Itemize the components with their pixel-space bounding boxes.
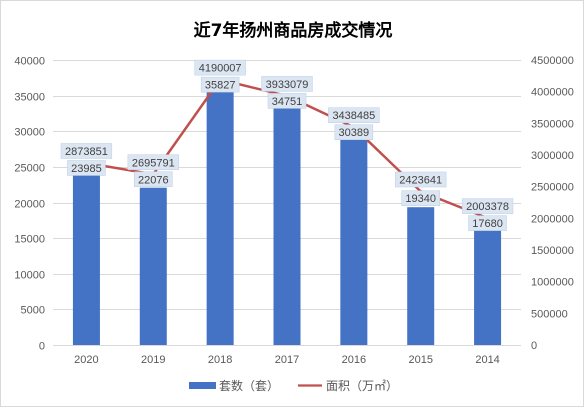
right-tick-label: 4000000 xyxy=(531,87,574,99)
bar-data-label: 30389 xyxy=(339,127,370,139)
line-data-label: 4190007 xyxy=(199,63,242,75)
line-data-label-bg xyxy=(60,143,113,159)
legend: 套数（套） 面积（万㎡） xyxy=(189,378,398,393)
bar xyxy=(72,174,100,345)
legend-line-label: 面积（万㎡） xyxy=(326,379,398,393)
line-data-label: 2695791 xyxy=(132,157,175,169)
right-tick-label: 1500000 xyxy=(531,245,574,257)
right-tick-label: 2500000 xyxy=(531,182,574,194)
line-data-label-bg xyxy=(261,76,313,92)
bar-data-label-bg xyxy=(200,76,240,93)
bar-data-label: 17680 xyxy=(472,218,503,230)
left-tick-label: 30000 xyxy=(14,127,45,139)
legend-bar-swatch xyxy=(189,382,216,389)
right-axis: 0 500000 1000000 1500000 2000000 2500000 30000… xyxy=(531,55,574,352)
chart-title: 近7年扬州商品房成交情况 xyxy=(194,20,393,41)
bar-data-label-bg xyxy=(67,160,106,176)
right-tick-label: 500000 xyxy=(531,308,568,320)
bar-series xyxy=(72,89,502,345)
bar xyxy=(139,187,167,345)
data-labels: 2873851 23985 2695791 22076 4190007 35827 3933… xyxy=(60,59,514,231)
left-tick-label: 35000 xyxy=(14,92,45,104)
line-data-label: 2003378 xyxy=(466,201,509,213)
x-tick-label: 2016 xyxy=(342,354,366,366)
line-data-label: 3438485 xyxy=(332,110,375,122)
x-tick-label: 2017 xyxy=(275,354,299,366)
bar xyxy=(206,89,234,345)
line-data-label-bg xyxy=(328,107,380,123)
x-tick-label: 2015 xyxy=(408,354,432,366)
right-tick-label: 4500000 xyxy=(531,55,574,67)
bar xyxy=(407,207,435,345)
legend-bar-label: 套数（套） xyxy=(219,378,279,393)
bar xyxy=(273,97,301,345)
bar-data-label-bg xyxy=(267,93,307,109)
bar-data-label-bg xyxy=(334,124,374,140)
right-tick-label: 2000000 xyxy=(531,213,574,225)
bar xyxy=(340,128,368,345)
left-axis: 0 5000 10000 15000 20000 25000 30000 35000 40000 xyxy=(14,56,45,353)
left-tick-label: 10000 xyxy=(14,270,45,282)
bar-data-label: 34751 xyxy=(272,96,303,108)
right-tick-label: 1000000 xyxy=(531,277,574,289)
x-tick-label: 2018 xyxy=(208,354,232,366)
bar-data-label: 35827 xyxy=(205,80,236,92)
x-axis: 2020 2019 2018 2017 2016 2015 2014 xyxy=(74,354,500,366)
line-data-label-bg xyxy=(194,59,246,76)
line-data-label: 3933079 xyxy=(266,79,309,91)
bar-data-label: 23985 xyxy=(71,163,102,175)
right-tick-label: 0 xyxy=(531,340,537,352)
bar-data-label-bg xyxy=(134,171,173,188)
line-data-label-bg xyxy=(461,198,514,214)
line-data-label-bg xyxy=(127,154,179,171)
left-tick-label: 25000 xyxy=(14,163,45,175)
x-tick-label: 2014 xyxy=(475,354,499,366)
line-data-label: 2423641 xyxy=(399,175,442,187)
x-tick-label: 2019 xyxy=(141,354,165,366)
bar-data-label-bg xyxy=(401,190,440,206)
left-tick-label: 15000 xyxy=(14,234,45,246)
line-data-label-bg xyxy=(395,171,447,188)
bar-data-label-bg xyxy=(468,215,507,231)
left-tick-label: 40000 xyxy=(14,56,45,68)
bar-data-label: 22076 xyxy=(138,174,169,186)
left-tick-label: 5000 xyxy=(21,305,45,317)
right-tick-label: 3000000 xyxy=(531,150,574,162)
bar xyxy=(474,219,502,345)
x-tick-label: 2020 xyxy=(74,354,98,366)
right-tick-label: 3500000 xyxy=(531,118,574,130)
line-data-label: 2873851 xyxy=(65,146,108,158)
bar-data-label: 19340 xyxy=(405,193,436,205)
left-tick-label: 0 xyxy=(39,341,45,353)
left-tick-label: 20000 xyxy=(14,199,45,211)
